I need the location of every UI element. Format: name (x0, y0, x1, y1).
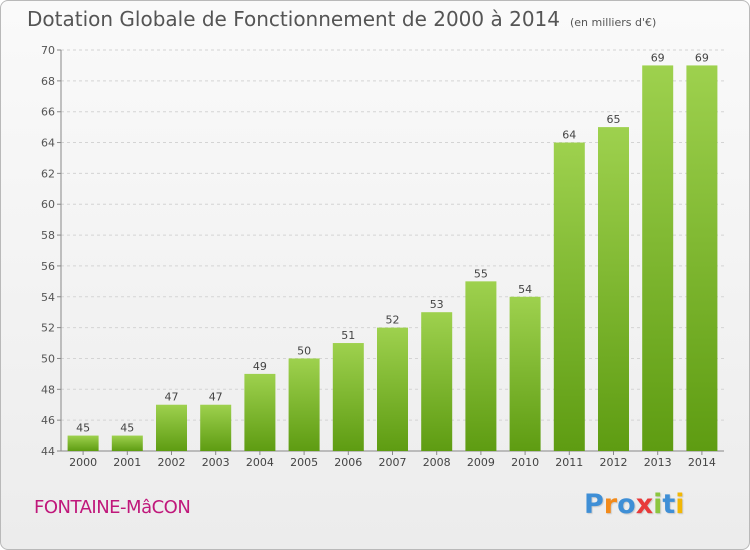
data-label: 65 (607, 113, 621, 126)
logo-letter: P (584, 489, 604, 520)
x-tick-label: 2002 (158, 456, 186, 469)
data-label: 45 (76, 422, 90, 435)
logo-letter: i (675, 489, 685, 520)
x-tick-label: 2009 (467, 456, 495, 469)
data-label: 45 (120, 422, 134, 435)
x-tick-label: 2013 (644, 456, 672, 469)
data-label: 69 (651, 51, 665, 64)
bar (421, 312, 453, 451)
y-tick-label: 66 (41, 106, 55, 119)
data-label: 47 (165, 391, 179, 404)
bar (642, 65, 674, 451)
data-label: 69 (695, 51, 709, 64)
bars (67, 65, 718, 452)
logo-letter: r (603, 489, 618, 520)
y-tick-label: 50 (41, 352, 55, 365)
tick-labels: 44 46 48 50 52 54 56 58 60 62 64 66 68 70 2000 2001 2002… (41, 44, 716, 469)
bar (288, 358, 320, 451)
data-label: 52 (386, 314, 400, 327)
bar (553, 142, 585, 452)
bar (332, 343, 364, 451)
logo-letter: t (662, 489, 676, 520)
y-tick-label: 62 (41, 167, 55, 180)
chart-title-block: Dotation Globale de Fonctionnement de 20… (27, 7, 656, 31)
x-tick-label: 2011 (555, 456, 583, 469)
y-tick-label: 46 (41, 414, 55, 427)
bar (244, 373, 276, 451)
x-tick-label: 2007 (379, 456, 407, 469)
x-tick-label: 2008 (423, 456, 451, 469)
x-tick-label: 2003 (202, 456, 230, 469)
bar (156, 404, 187, 451)
chart-subtitle: (en milliers d'€) (570, 16, 657, 29)
bar (465, 281, 497, 451)
data-label: 64 (562, 129, 576, 142)
bar (111, 435, 143, 451)
bar (67, 435, 99, 451)
logo-letter: o (617, 489, 636, 520)
x-tick-label: 2001 (113, 456, 141, 469)
y-tick-label: 44 (41, 445, 55, 458)
bar (200, 404, 232, 451)
chart-title: Dotation Globale de Fonctionnement de 20… (27, 7, 560, 31)
data-label: 47 (209, 391, 223, 404)
y-tick-label: 48 (41, 383, 55, 396)
data-label: 49 (253, 360, 267, 373)
y-tick-label: 68 (41, 75, 55, 88)
x-tick-label: 2000 (69, 456, 97, 469)
data-label: 53 (430, 298, 444, 311)
x-tick-label: 2005 (290, 456, 318, 469)
x-tick-label: 2010 (511, 456, 539, 469)
y-tick-label: 64 (41, 137, 55, 150)
data-label: 51 (341, 329, 355, 342)
x-tick-label: 2004 (246, 456, 274, 469)
data-label: 50 (297, 344, 311, 357)
bar (598, 127, 629, 451)
bar (686, 65, 718, 451)
y-tick-label: 54 (41, 291, 55, 304)
y-tick-label: 60 (41, 198, 55, 211)
x-tick-label: 2014 (688, 456, 716, 469)
data-labels: 45 45 47 47 49 50 51 52 53 55 54 64 65 69 69 (76, 51, 709, 434)
bar (377, 327, 408, 451)
city-name: FONTAINE-MâCON (34, 497, 191, 518)
logo-letter: x (635, 489, 654, 520)
y-tick-label: 58 (41, 229, 55, 242)
data-label: 54 (518, 283, 532, 296)
y-tick-label: 70 (41, 44, 55, 57)
bar (509, 296, 541, 451)
y-tick-label: 52 (41, 322, 55, 335)
y-tick-label: 56 (41, 260, 55, 273)
proxiti-logo[interactable]: Proxiti (584, 489, 685, 520)
x-tick-label: 2006 (334, 456, 362, 469)
logo-letter: i (653, 489, 663, 520)
data-label: 55 (474, 267, 488, 280)
x-tick-label: 2012 (600, 456, 628, 469)
